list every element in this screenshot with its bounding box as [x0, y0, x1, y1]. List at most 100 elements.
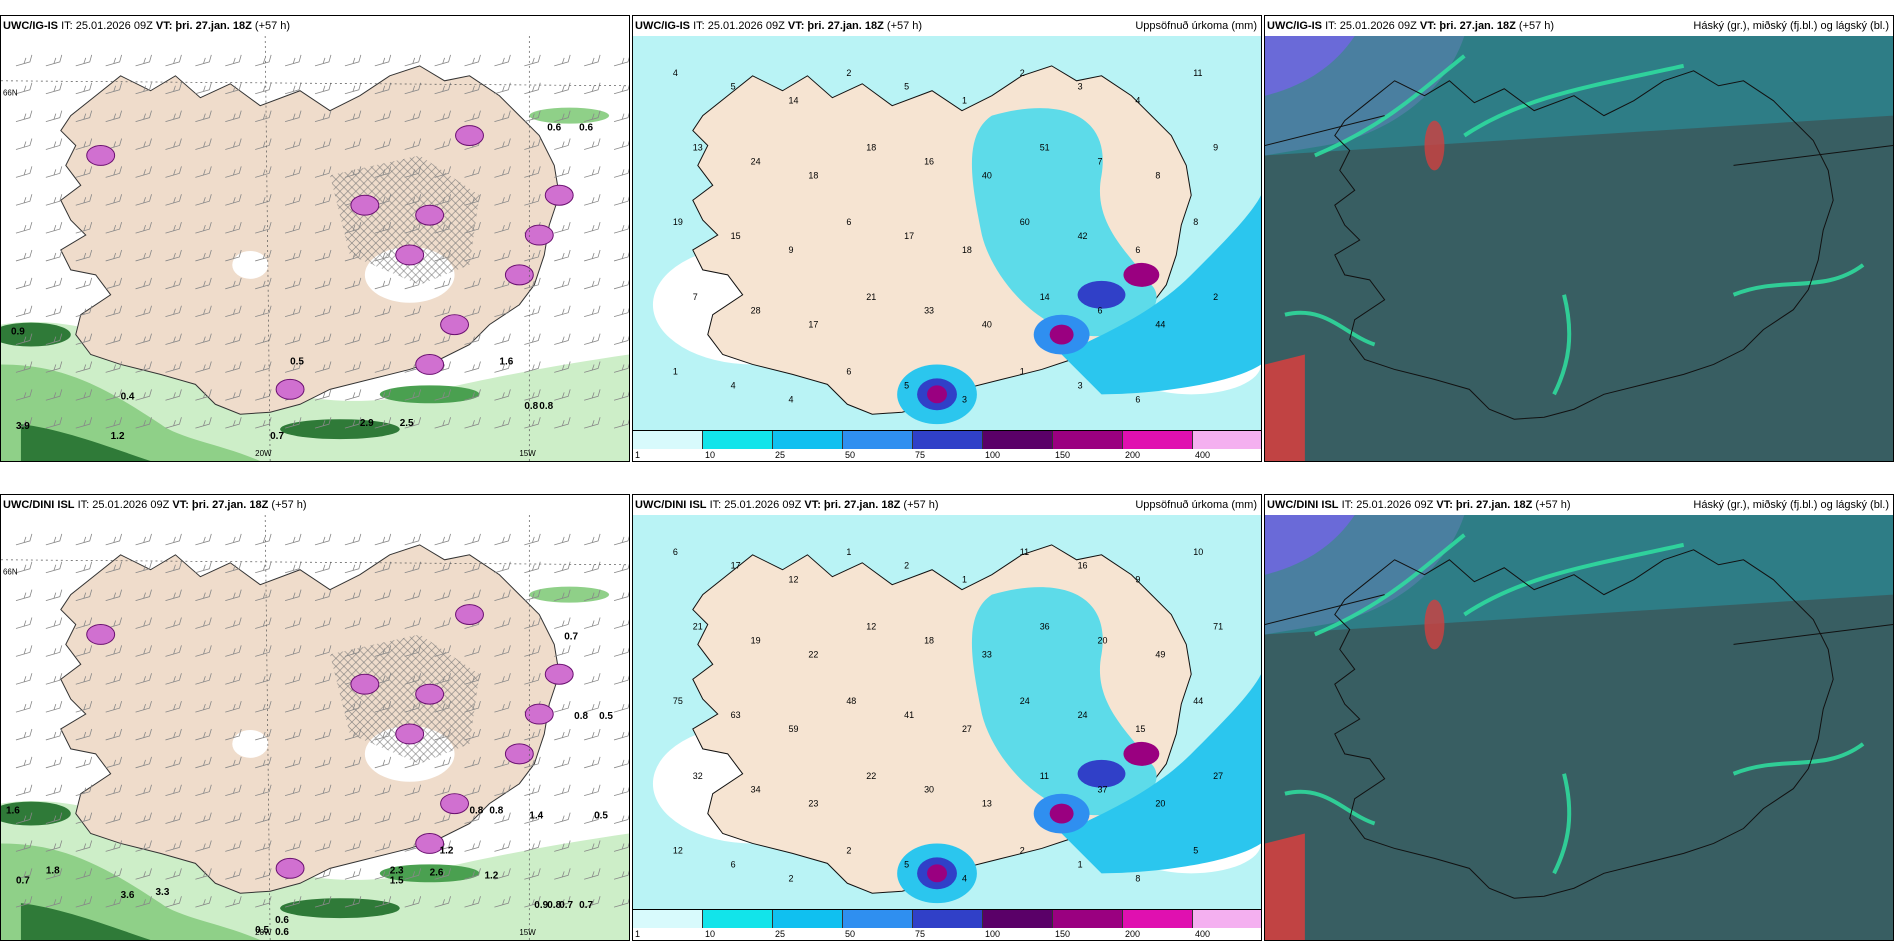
- precip-value-label: 4: [962, 873, 967, 883]
- precip-value-label: 49: [1155, 649, 1165, 659]
- panel-header: UWC/IG-IS IT: 25.01.2026 09Z VT: þri. 27…: [633, 16, 1261, 36]
- high-cloud-red: [1424, 599, 1445, 650]
- precip-value-label: 8: [1155, 170, 1160, 180]
- precip-value-label: 27: [1213, 771, 1223, 781]
- wind-value-label: 0.8: [547, 900, 561, 911]
- colorbar-tick-label: 200: [1125, 450, 1141, 460]
- init-time: IT: 25.01.2026 09Z: [77, 499, 170, 511]
- wind-value-label: 0.7: [579, 900, 593, 911]
- precip-colorbar: 1 10 25 50 75 100 150 200 400: [633, 909, 1261, 940]
- precip-value-label: 17: [731, 561, 741, 571]
- precip-value-label: 6: [1135, 245, 1140, 255]
- precip-value-label: 36: [1040, 621, 1050, 631]
- high-cloud-green-contours: [1284, 533, 1865, 875]
- precip-value-label: 51: [1040, 142, 1050, 152]
- valid-label: VT:: [804, 499, 821, 511]
- colorbar-swatch: [913, 431, 983, 449]
- precip-value-label: 12: [673, 845, 683, 855]
- precip-value-label: 11: [1040, 771, 1049, 781]
- lon-label-20w: 20W: [255, 928, 272, 937]
- precip-value-label: 37: [1098, 785, 1108, 795]
- precip-value-label: 2: [1213, 292, 1218, 302]
- precip-value-label: 63: [731, 710, 741, 720]
- cloud-map[interactable]: [1265, 36, 1893, 461]
- model-name: UWC/IG-IS: [3, 20, 58, 32]
- precip-value-label: 6: [731, 859, 736, 869]
- precip-map[interactable]: 6 17 12 1 2 1 11 16 9 10 21 19 22 12 18 33 36 20 49 71 75 63 5…: [633, 515, 1261, 940]
- wind-value-label: 0.6: [547, 123, 561, 134]
- panel-header: UWC/DINI ISL IT: 25.01.2026 09Z VT: þri.…: [1265, 495, 1893, 515]
- precip-value-label: 19: [673, 217, 683, 227]
- wind-value-label: 2.6: [430, 867, 444, 878]
- wind-value-label: 1.2: [484, 870, 498, 881]
- colorbar-swatch: [983, 431, 1053, 449]
- precip-value-label: 4: [789, 394, 794, 404]
- lat-label-66n: 66N: [3, 89, 18, 98]
- precip-value-label: 14: [1040, 292, 1050, 302]
- colorbar-tick-label: 100: [985, 450, 1001, 460]
- lead-time: (+57 h): [886, 20, 923, 32]
- precip-value-label: 19: [751, 635, 761, 645]
- wind-value-label: 2.5: [400, 418, 414, 429]
- wind-value-label: 0.7: [270, 431, 284, 442]
- wind-value-label: 0.5: [255, 925, 269, 936]
- precip-value-label: 9: [1135, 575, 1140, 585]
- wind-barbs: [15, 54, 629, 429]
- init-time: IT: 25.01.2026 09Z: [693, 20, 785, 32]
- precip-value-label: 2: [846, 68, 851, 78]
- colorbar-swatch: [1053, 431, 1123, 449]
- colorbar-tick-label: 150: [1055, 929, 1071, 939]
- wind-value-label: 1.6: [6, 806, 20, 817]
- cloud-map[interactable]: [1265, 515, 1893, 940]
- precip-value-label: 11: [1193, 68, 1202, 78]
- precip-value-label: 28: [751, 306, 761, 316]
- wind-value-label: 0.5: [290, 356, 304, 367]
- panel-variable-title: Háský (gr.), miðský (fj.bl.) og lágský (…: [1693, 499, 1889, 511]
- precip-value-label: 71: [1213, 621, 1223, 631]
- wind-value-label: 0.9: [534, 900, 548, 911]
- boundary-line: [1265, 594, 1385, 625]
- wind-value-label: 0.6: [275, 915, 289, 926]
- precip-map[interactable]: 4 5 14 2 5 1 2 3 4 11 13 24 18 18 16 40 51 7 8 9 19 15 9 6 17 18 6…: [633, 36, 1261, 461]
- colorbar-tick-label: 400: [1195, 450, 1211, 460]
- panel-variable-title: Uppsöfnuð úrkoma (mm): [1135, 20, 1257, 32]
- parallel-66n: [1, 80, 629, 87]
- precip-value-label: 27: [962, 724, 972, 734]
- wind-map[interactable]: 66N 20W 15W 0.7 0.8 0.5 1.6 1.8 0.7 3.6 3.3 0.5 0.6 0…: [1, 515, 629, 940]
- precip-value-label: 14: [789, 96, 799, 106]
- high-cloud-red: [1265, 833, 1305, 940]
- wind-value-label: 0.8: [489, 806, 503, 817]
- valid-time: þri. 27.jan. 18Z: [191, 499, 269, 511]
- wind-value-label: 0.7: [16, 875, 30, 886]
- precip-value-label: 20: [1155, 799, 1165, 809]
- precip-value-label: 2: [904, 561, 909, 571]
- valid-time: þri. 27.jan. 18Z: [807, 20, 884, 32]
- wind-value-label: 1.5: [390, 875, 404, 886]
- colorbar-swatch: [633, 431, 703, 449]
- precip-value-label: 20: [1098, 635, 1108, 645]
- wind-value-label: 1.8: [46, 865, 60, 876]
- precip-panel-ig: UWC/IG-IS IT: 25.01.2026 09Z VT: þri. 27…: [632, 15, 1262, 462]
- high-cloud-purple: [1265, 515, 1355, 575]
- colorbar-tick-label: 25: [775, 929, 786, 939]
- high-cloud-green-contours: [1284, 54, 1865, 396]
- wind-value-label: 2.9: [360, 418, 374, 429]
- model-name: UWC/DINI ISL: [635, 499, 707, 511]
- boundary-line: [1265, 115, 1385, 146]
- wind-map[interactable]: 66N 20W 15W 0.6 0.6 0.9 0.4 3.9 1.2 0.7 2.9 2.5 1.6 0…: [1, 36, 629, 461]
- init-time: IT: 25.01.2026 09Z: [709, 499, 802, 511]
- lead-time: (+57 h): [271, 499, 307, 511]
- wind-value-label: 3.9: [16, 421, 30, 432]
- precip-value-label: 13: [982, 799, 992, 809]
- precip-value-label: 5: [731, 82, 736, 92]
- colorbar-tick-label: 1: [635, 929, 641, 939]
- colorbar-swatch: [773, 431, 843, 449]
- wind-value-label: 0.5: [594, 811, 608, 822]
- precip-value-label: 1: [1078, 859, 1083, 869]
- meridian-20w: [264, 36, 271, 461]
- precip-value-label: 6: [846, 217, 851, 227]
- precip-value-label: 5: [904, 82, 909, 92]
- precip-value-label: 15: [731, 231, 741, 241]
- precip-value-label: 3: [962, 394, 967, 404]
- boundary-line: [1733, 144, 1893, 166]
